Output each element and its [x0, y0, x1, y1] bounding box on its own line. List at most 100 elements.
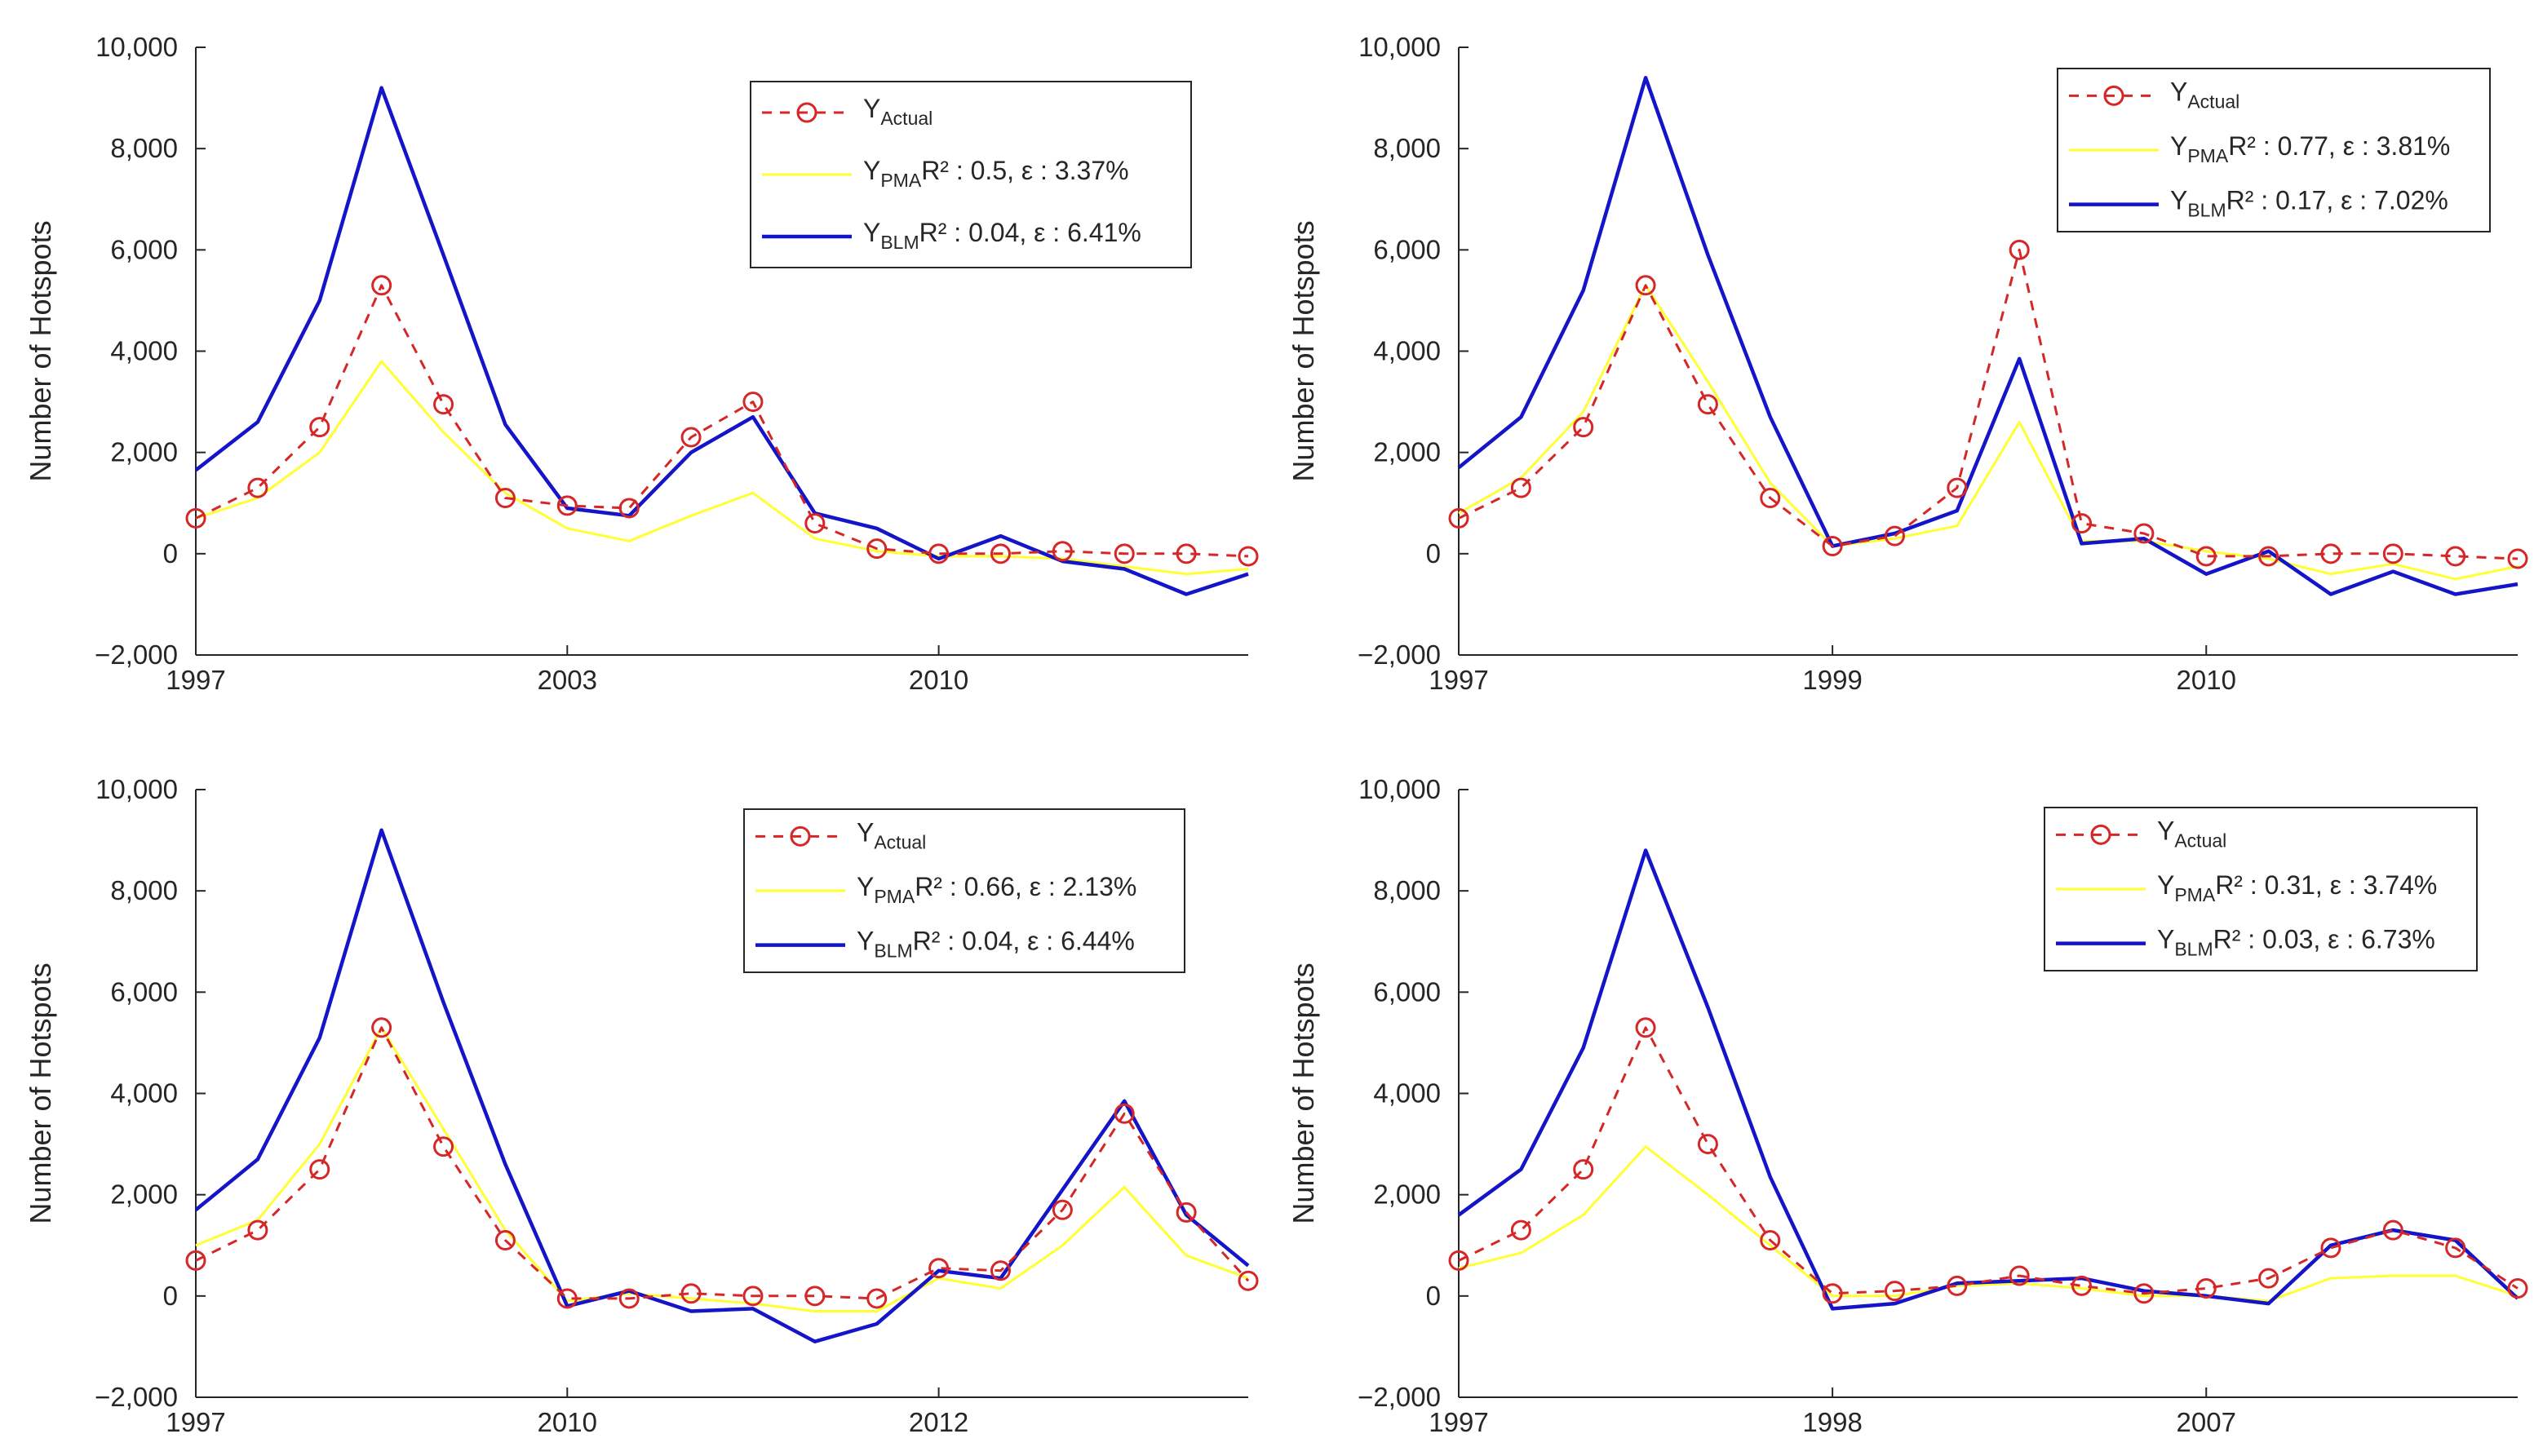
- y-axis-label: Number of Hotspots: [24, 220, 57, 481]
- subplot-4: −2,000 0 2,000 4,000 6,000 8,000 10,000 1997 199…: [1287, 774, 2528, 1437]
- data-point-actual: [247, 477, 268, 498]
- data-point-actual: [433, 1136, 454, 1157]
- data-point-actual: [804, 1286, 826, 1307]
- data-point-actual: [1635, 275, 1656, 296]
- data-point-actual: [2009, 1265, 2030, 1286]
- data-point-actual: [2133, 523, 2155, 544]
- data-point-actual: [1697, 394, 1718, 415]
- subplot-3: −2,000 0 2,000 4,000 6,000 8,000 10,000 1997 201…: [24, 774, 1259, 1437]
- series-line-actual: [195, 1026, 1250, 1300]
- y-tick-label: 2,000: [110, 1179, 178, 1210]
- legend-label-blm: YBLMR² : 0.03, ε : 6.73%: [2157, 925, 2435, 960]
- data-point-actual: [371, 1017, 392, 1038]
- series-line-actual: [1458, 1026, 2518, 1295]
- y-tick-label: 6,000: [110, 976, 178, 1007]
- data-point-actual: [185, 1250, 206, 1271]
- x-tick-label: 1999: [1802, 665, 1862, 695]
- data-point-actual: [1448, 1250, 1469, 1271]
- data-point-actual: [990, 1260, 1011, 1281]
- legend-label-actual: YActual: [857, 817, 926, 852]
- data-point-actual: [2195, 546, 2217, 567]
- y-tick-label: −2,000: [95, 639, 178, 670]
- legend-marker: [790, 825, 811, 847]
- data-point-actual: [2258, 546, 2279, 567]
- data-point-actual: [1760, 1230, 1781, 1251]
- legend: YActual YPMAR² : 0.77, ε : 3.81% YBLMR² : …: [2057, 68, 2491, 232]
- x-tick-label: 2003: [538, 665, 597, 695]
- y-tick-label: 6,000: [1373, 234, 1441, 264]
- y-tick-label: 8,000: [110, 133, 178, 163]
- x-tick-label: 2010: [2177, 665, 2236, 695]
- legend-label-actual: YActual: [863, 94, 933, 129]
- legend-label-pma: YPMAR² : 0.5, ε : 3.37%: [863, 156, 1129, 191]
- data-point-actual: [1822, 536, 1843, 557]
- y-tick-label: 0: [163, 538, 178, 569]
- data-point-actual: [309, 1159, 330, 1180]
- y-tick-label: 2,000: [1373, 1179, 1441, 1210]
- data-point-actual: [680, 427, 702, 448]
- data-point-actual: [556, 1288, 578, 1309]
- legend-label-pma: YPMAR² : 0.66, ε : 2.13%: [857, 872, 1136, 907]
- legend-label-blm: YBLMR² : 0.17, ε : 7.02%: [2170, 186, 2448, 221]
- legend-label-blm: YBLMR² : 0.04, ε : 6.44%: [857, 927, 1135, 962]
- data-point-actual: [1947, 477, 1968, 498]
- legend-label-blm: YBLMR² : 0.04, ε : 6.41%: [863, 218, 1141, 253]
- data-point-actual: [742, 1286, 764, 1307]
- data-point-actual: [1884, 525, 1905, 547]
- data-point-actual: [2507, 1278, 2528, 1299]
- data-point-actual: [1176, 1202, 1197, 1223]
- data-point-actual: [2258, 1268, 2279, 1289]
- legend-label-actual: YActual: [2157, 816, 2226, 851]
- data-point-actual: [2382, 543, 2403, 564]
- data-point-actual: [2382, 1219, 2403, 1241]
- data-point-actual: [1884, 1281, 1905, 1302]
- data-point-actual: [185, 507, 206, 529]
- data-point-actual: [866, 538, 888, 560]
- series-line-pma: [195, 1026, 1249, 1312]
- x-tick-label: 1997: [166, 1407, 225, 1437]
- data-point-actual: [1822, 1283, 1843, 1304]
- data-point-actual: [928, 1258, 950, 1279]
- data-point-actual: [1448, 507, 1469, 529]
- data-point-actual: [1635, 1017, 1656, 1038]
- y-tick-label: 4,000: [1373, 1078, 1441, 1109]
- series-line-blm: [194, 828, 1250, 1343]
- y-tick-label: 8,000: [1373, 133, 1441, 163]
- legend-marker: [796, 102, 817, 123]
- data-point-actual: [618, 1288, 640, 1309]
- series-line-actual: [195, 284, 1249, 558]
- data-point-actual: [433, 394, 454, 415]
- legend-label-actual: YActual: [2170, 77, 2239, 112]
- data-point-actual: [1114, 543, 1135, 564]
- data-point-actual: [1573, 417, 1594, 438]
- data-point-actual: [2320, 1237, 2341, 1259]
- subplot-2: −2,000 0 2,000 4,000 6,000 8,000 10,000 1997 199…: [1287, 32, 2528, 695]
- y-tick-label: 10,000: [1358, 32, 1441, 62]
- y-tick-label: 4,000: [110, 1078, 178, 1109]
- y-tick-label: 6,000: [110, 234, 178, 264]
- data-point-actual: [1573, 1159, 1594, 1180]
- y-tick-label: 0: [163, 1281, 178, 1311]
- subplot-1: −2,000 0 2,000 4,000 6,000 8,000 10,000 1997 200…: [24, 32, 1259, 695]
- data-point-actual: [1238, 1270, 1259, 1291]
- x-tick-label: 1997: [166, 665, 225, 695]
- legend: YActual YPMAR² : 0.66, ε : 2.13% YBLMR² : …: [743, 808, 1185, 973]
- data-point-actual: [1114, 1103, 1135, 1124]
- data-point-actual: [1510, 1219, 1531, 1241]
- data-point-actual: [494, 1230, 516, 1251]
- y-tick-label: 4,000: [110, 336, 178, 366]
- x-tick-label: 2007: [2177, 1407, 2236, 1437]
- data-point-actual: [990, 543, 1011, 564]
- x-tick-label: 2010: [538, 1407, 597, 1437]
- legend-label-pma: YPMAR² : 0.31, ε : 3.74%: [2157, 870, 2437, 905]
- y-tick-label: 0: [1426, 1281, 1441, 1311]
- data-point-actual: [1697, 1134, 1718, 1155]
- series-line-blm: [1457, 76, 2518, 596]
- y-tick-label: 4,000: [1373, 336, 1441, 366]
- data-point-actual: [2071, 513, 2093, 534]
- x-tick-label: 1997: [1429, 1407, 1488, 1437]
- data-point-actual: [2320, 543, 2341, 564]
- y-tick-label: −2,000: [95, 1382, 178, 1412]
- series-line-pma: [1458, 1145, 2518, 1303]
- x-tick-label: 1997: [1429, 665, 1488, 695]
